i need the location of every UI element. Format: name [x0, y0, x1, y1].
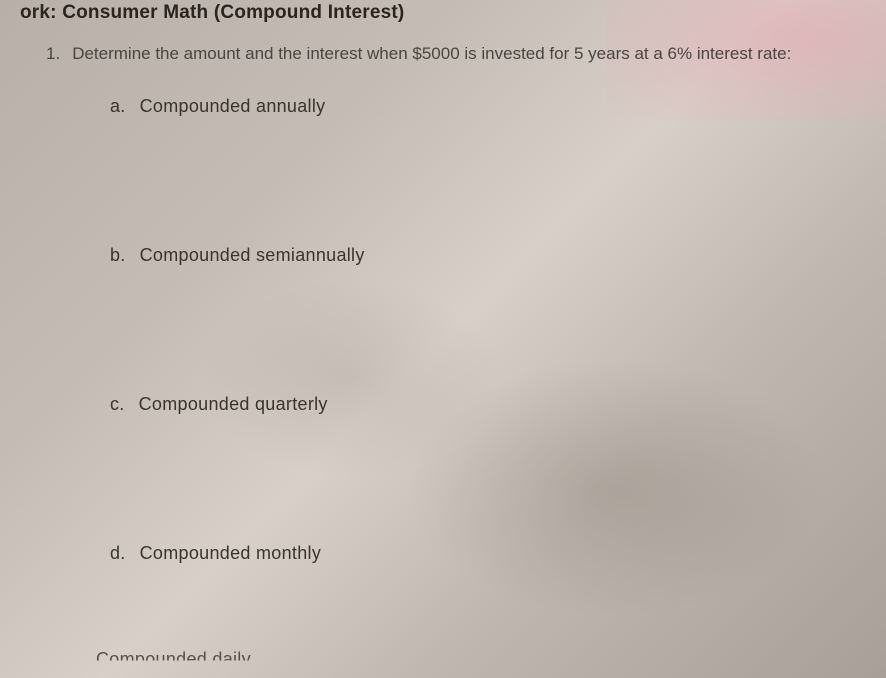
question-1: 1. Determine the amount and the interest … — [46, 42, 846, 66]
header-title: Consumer Math (Compound Interest) — [62, 2, 404, 23]
option-letter: c. — [110, 394, 125, 414]
option-text: Compounded quarterly — [139, 394, 328, 414]
header-prefix: ork: — [20, 2, 62, 23]
option-letter: b. — [110, 245, 126, 265]
question-text: Determine the amount and the interest wh… — [72, 44, 791, 63]
option-c: c. Compounded quarterly — [110, 394, 846, 415]
option-text: Compounded monthly — [140, 543, 322, 563]
option-b: b. Compounded semiannually — [110, 245, 846, 266]
option-a: a. Compounded annually — [110, 96, 846, 117]
cutoff-text: Compounded daily — [96, 649, 251, 670]
option-letter: d. — [110, 543, 126, 563]
question-number: 1. — [46, 44, 60, 63]
option-text: Compounded annually — [140, 96, 326, 116]
option-d: d. Compounded monthly — [110, 543, 846, 564]
worksheet-page: ork: Consumer Math (Compound Interest) 1… — [0, 0, 886, 564]
worksheet-header: ork: Consumer Math (Compound Interest) — [20, 0, 846, 24]
options-list: a. Compounded annually b. Compounded semia… — [110, 96, 846, 564]
option-text: Compounded semiannually — [140, 245, 365, 265]
option-letter: a. — [110, 96, 126, 116]
